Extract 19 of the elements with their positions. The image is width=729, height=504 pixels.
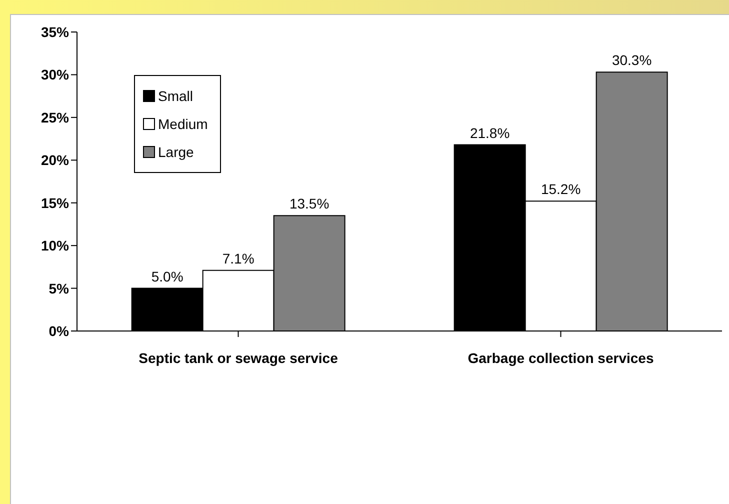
y-tick-label: 0%: [48, 322, 70, 339]
data-label: 5.0%: [151, 268, 184, 284]
data-label: 7.1%: [222, 250, 254, 266]
data-label: 15.2%: [540, 181, 581, 198]
data-label: 21.8%: [470, 124, 510, 141]
y-tick-label: 30%: [40, 66, 70, 83]
legend-label: Medium: [158, 116, 208, 132]
y-tick-label: 25%: [40, 109, 70, 126]
y-tick-label: 5%: [48, 280, 70, 296]
x-tick-label: Septic tank or sewage service: [138, 350, 338, 366]
y-tick-label: 20%: [40, 152, 70, 168]
data-label: 13.5%: [289, 196, 330, 212]
x-tick-label: Garbage collection services: [468, 350, 654, 366]
y-tick-label: 10%: [40, 238, 70, 254]
y-tick-label: 15%: [40, 194, 70, 211]
y-tick-label: 35%: [40, 24, 70, 40]
data-label: 30.3%: [612, 52, 652, 68]
legend-label: Small: [158, 88, 194, 104]
legend-label: Large: [158, 144, 194, 160]
